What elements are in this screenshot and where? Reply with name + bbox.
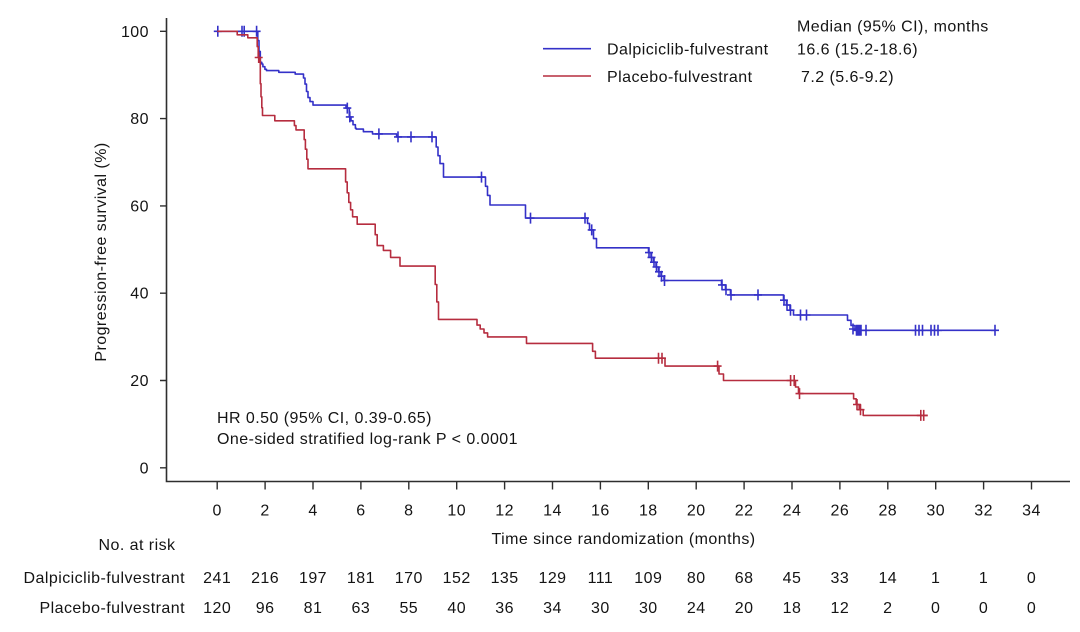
svg-text:32: 32 bbox=[974, 503, 993, 520]
svg-text:109: 109 bbox=[634, 570, 662, 587]
svg-text:20: 20 bbox=[735, 600, 754, 617]
svg-text:40: 40 bbox=[130, 286, 149, 303]
svg-text:80: 80 bbox=[687, 570, 706, 587]
svg-text:60: 60 bbox=[130, 198, 149, 215]
svg-text:20: 20 bbox=[130, 373, 149, 390]
svg-text:28: 28 bbox=[878, 503, 897, 520]
svg-text:Dalpiciclib-fulvestrant: Dalpiciclib-fulvestrant bbox=[23, 570, 185, 587]
svg-text:16.6 (15.2-18.6): 16.6 (15.2-18.6) bbox=[797, 42, 918, 59]
svg-text:0: 0 bbox=[1027, 600, 1036, 617]
svg-text:12: 12 bbox=[495, 503, 514, 520]
svg-text:80: 80 bbox=[130, 111, 149, 128]
svg-text:Time since randomization (mont: Time since randomization (months) bbox=[491, 531, 755, 548]
svg-text:30: 30 bbox=[926, 503, 945, 520]
svg-text:68: 68 bbox=[735, 570, 754, 587]
svg-text:0: 0 bbox=[1027, 570, 1036, 587]
svg-text:8: 8 bbox=[404, 503, 413, 520]
svg-text:135: 135 bbox=[491, 570, 519, 587]
svg-text:22: 22 bbox=[735, 503, 754, 520]
svg-text:24: 24 bbox=[687, 600, 706, 617]
svg-text:33: 33 bbox=[831, 570, 850, 587]
svg-text:Median (95% CI), months: Median (95% CI), months bbox=[797, 19, 989, 36]
svg-text:0: 0 bbox=[213, 503, 222, 520]
svg-text:26: 26 bbox=[831, 503, 850, 520]
svg-text:16: 16 bbox=[591, 503, 610, 520]
svg-text:7.2 (5.6-9.2): 7.2 (5.6-9.2) bbox=[801, 69, 894, 86]
svg-text:170: 170 bbox=[395, 570, 423, 587]
svg-text:12: 12 bbox=[831, 600, 850, 617]
svg-text:36: 36 bbox=[495, 600, 514, 617]
svg-text:10: 10 bbox=[447, 503, 466, 520]
svg-text:241: 241 bbox=[203, 570, 231, 587]
svg-text:4: 4 bbox=[308, 503, 317, 520]
svg-text:100: 100 bbox=[121, 24, 149, 41]
svg-text:One-sided stratified log-rank: One-sided stratified log-rank P < 0.0001 bbox=[217, 431, 518, 448]
svg-text:6: 6 bbox=[356, 503, 365, 520]
svg-text:HR 0.50 (95% CI, 0.39-0.65): HR 0.50 (95% CI, 0.39-0.65) bbox=[217, 410, 432, 427]
svg-text:81: 81 bbox=[304, 600, 323, 617]
svg-text:34: 34 bbox=[1022, 503, 1041, 520]
svg-text:63: 63 bbox=[352, 600, 371, 617]
svg-text:40: 40 bbox=[447, 600, 466, 617]
svg-text:0: 0 bbox=[979, 600, 988, 617]
svg-text:216: 216 bbox=[251, 570, 279, 587]
svg-text:1: 1 bbox=[931, 570, 940, 587]
svg-text:34: 34 bbox=[543, 600, 562, 617]
svg-text:96: 96 bbox=[256, 600, 275, 617]
svg-text:14: 14 bbox=[543, 503, 562, 520]
svg-text:2: 2 bbox=[260, 503, 269, 520]
svg-text:Dalpiciclib-fulvestrant: Dalpiciclib-fulvestrant bbox=[607, 42, 769, 59]
svg-text:30: 30 bbox=[591, 600, 610, 617]
svg-text:181: 181 bbox=[347, 570, 375, 587]
svg-text:111: 111 bbox=[588, 570, 614, 587]
svg-text:18: 18 bbox=[783, 600, 802, 617]
svg-text:0: 0 bbox=[140, 460, 149, 477]
svg-text:129: 129 bbox=[538, 570, 566, 587]
svg-text:20: 20 bbox=[687, 503, 706, 520]
svg-text:1: 1 bbox=[979, 570, 988, 587]
svg-text:Placebo-fulvestrant: Placebo-fulvestrant bbox=[607, 69, 753, 86]
svg-text:Progression-free survival (%): Progression-free survival (%) bbox=[93, 142, 110, 361]
svg-text:2: 2 bbox=[883, 600, 892, 617]
svg-text:0: 0 bbox=[931, 600, 940, 617]
svg-text:14: 14 bbox=[878, 570, 897, 587]
svg-text:197: 197 bbox=[299, 570, 327, 587]
svg-text:18: 18 bbox=[639, 503, 658, 520]
svg-text:24: 24 bbox=[783, 503, 802, 520]
svg-text:120: 120 bbox=[203, 600, 231, 617]
svg-text:No. at risk: No. at risk bbox=[99, 537, 177, 554]
svg-text:55: 55 bbox=[399, 600, 418, 617]
svg-text:30: 30 bbox=[639, 600, 658, 617]
svg-text:152: 152 bbox=[443, 570, 471, 587]
svg-text:Placebo-fulvestrant: Placebo-fulvestrant bbox=[39, 600, 185, 617]
svg-text:45: 45 bbox=[783, 570, 802, 587]
